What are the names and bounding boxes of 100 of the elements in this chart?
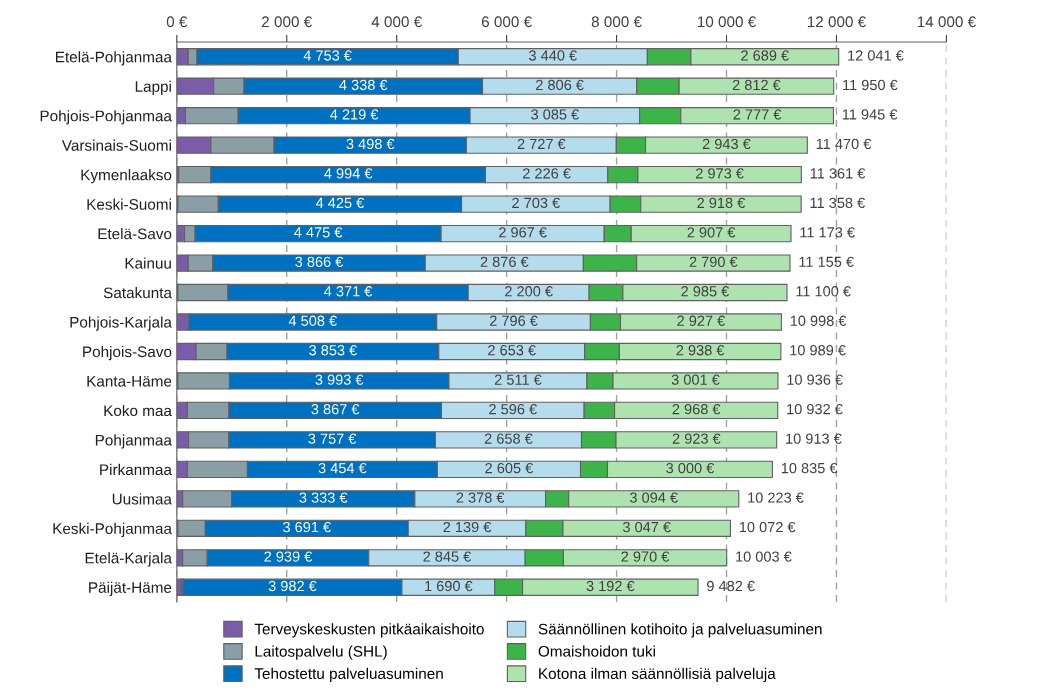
data-label: 2 970 € <box>621 551 670 562</box>
data-label: 3 498 € <box>346 138 395 150</box>
y-tick-label: Keski-Suomi <box>87 198 171 210</box>
data-label: 3 993 € <box>315 374 364 385</box>
y-tick-label: Satakunta <box>103 286 172 299</box>
data-label: 4 753 € <box>303 50 352 61</box>
data-label: 3 333 € <box>299 492 348 503</box>
total-label: 10 998 € <box>790 315 847 326</box>
data-label: 2 876 € <box>480 256 529 267</box>
data-label: 3 982 € <box>268 580 317 592</box>
data-label: 2 923 € <box>672 433 721 444</box>
data-label: 2 605 € <box>485 462 534 474</box>
data-label: 3 866 € <box>295 256 344 267</box>
data-label: 2 796 € <box>489 315 538 326</box>
x-tick-label: 6 000 € <box>481 16 532 28</box>
data-label: 3 094 € <box>629 492 678 503</box>
data-label: 4 425 € <box>315 197 365 209</box>
data-label: 2 790 € <box>689 256 738 267</box>
total-label: 11 173 € <box>800 227 855 238</box>
y-tick-label: Pohjois-Pohjanmaa <box>40 110 172 125</box>
data-label: 2 596 € <box>489 404 537 415</box>
data-label: 2 927 € <box>677 315 726 326</box>
y-tick-label: Uusimaa <box>112 493 172 505</box>
data-label: 2 653 € <box>488 345 536 356</box>
total-label: 11 100 € <box>796 286 851 297</box>
x-tick-label: 12 000 € <box>807 16 866 28</box>
data-label: 3 440 € <box>529 50 577 61</box>
legend-label: Säännöllinen kotihoito ja palveluasuminen <box>538 623 822 638</box>
data-label: 2 727 € <box>517 138 566 150</box>
x-tick-label: 8 000 € <box>591 16 642 28</box>
legend-label: Omaishoidon tuki <box>538 645 655 657</box>
total-label: 10 989 € <box>790 345 846 356</box>
data-label: 2 777 € <box>733 109 782 120</box>
total-label: 12 041 € <box>848 50 904 61</box>
data-label: 3 454 € <box>318 462 367 474</box>
y-tick-label: Kainuu <box>125 257 171 269</box>
data-label: 2 968 € <box>672 404 721 415</box>
y-tick-label: Kanta-Häme <box>87 375 172 387</box>
y-tick-label: Pohjois-Karjala <box>70 316 172 331</box>
data-label: 2 918 € <box>697 197 746 209</box>
x-tick-label: 14 000 € <box>917 16 976 28</box>
data-label: 3 001 € <box>671 374 720 385</box>
data-label: 1 690 € <box>425 580 473 592</box>
total-label: 10 223 € <box>748 492 804 503</box>
legend-label: Tehostettu palveluasuminen <box>254 667 443 683</box>
data-label: 2 985 € <box>681 286 730 297</box>
y-tick-label: Etelä-Karjala <box>85 552 172 567</box>
data-label: 2 938 € <box>676 345 725 356</box>
y-tick-label: Päijät-Häme <box>89 581 172 596</box>
y-tick-label: Kymenlaakso <box>81 169 172 184</box>
x-tick-label: 2 000 € <box>262 16 313 28</box>
data-label: 4 219 € <box>330 109 379 120</box>
y-tick-label: Pohjois-Savo <box>83 345 172 361</box>
total-label: 11 155 € <box>799 256 854 267</box>
data-label: 2 806 € <box>536 79 584 91</box>
x-tick-label: 4 000 € <box>371 16 422 28</box>
y-tick-label: Keski-Pohjanmaa <box>53 522 172 538</box>
data-label: 2 845 € <box>423 551 472 562</box>
data-label: 2 226 € <box>523 168 571 179</box>
legend-label: Terveyskeskusten pitkäaikaishoito <box>254 623 484 638</box>
data-label: 2 907 € <box>687 227 736 238</box>
total-label: 10 936 € <box>787 374 843 385</box>
x-tick-label: 0 € <box>166 16 188 28</box>
data-label: 2 943 € <box>702 138 751 150</box>
data-label: 4 508 € <box>288 315 337 326</box>
total-label: 11 361 € <box>810 168 866 179</box>
total-label: 10 835 € <box>781 462 838 474</box>
data-label: 4 371 € <box>324 286 373 297</box>
total-label: 10 932 € <box>787 404 843 415</box>
y-tick-label: Pirkanmaa <box>100 463 172 476</box>
y-tick-label: Pohjanmaa <box>95 434 172 449</box>
data-label: 2 689 € <box>741 50 789 61</box>
data-label: 3 000 € <box>666 462 715 474</box>
total-label: 11 358 € <box>810 197 865 209</box>
data-label: 2 939 € <box>264 551 313 562</box>
y-tick-label: Etelä-Pohjanmaa <box>56 51 172 66</box>
data-label: 2 967 € <box>499 227 547 238</box>
total-label: 10 913 € <box>786 433 842 444</box>
data-label: 3 047 € <box>622 521 671 533</box>
x-tick-label: 10 000 € <box>697 16 757 28</box>
total-label: 11 945 € <box>842 109 898 120</box>
legend-label: Laitospalvelu (SHL) <box>255 645 387 660</box>
total-label: 11 470 € <box>816 138 872 150</box>
total-label: 9 482 € <box>707 580 755 592</box>
y-tick-label: Etelä-Savo <box>98 228 172 240</box>
data-label: 2 378 € <box>456 492 505 503</box>
data-label: 4 475 € <box>294 227 343 238</box>
data-label: 3 757 € <box>308 433 357 444</box>
data-label: 3 853 € <box>309 345 358 356</box>
data-label: 2 139 € <box>443 521 492 533</box>
data-label: 2 200 € <box>505 286 553 297</box>
legend-label: Kotona ilman säännöllisiä palveluja <box>539 667 776 683</box>
y-tick-label: Varsinais-Suomi <box>61 139 171 151</box>
data-label: 2 511 € <box>494 374 542 385</box>
data-label: 4 994 € <box>324 168 373 179</box>
total-label: 10 072 € <box>739 521 796 533</box>
data-label: 3 691 € <box>283 521 331 533</box>
y-tick-label: Lappi <box>135 80 171 95</box>
data-label: 3 192 € <box>586 580 635 592</box>
data-label: 2 658 € <box>484 433 533 444</box>
